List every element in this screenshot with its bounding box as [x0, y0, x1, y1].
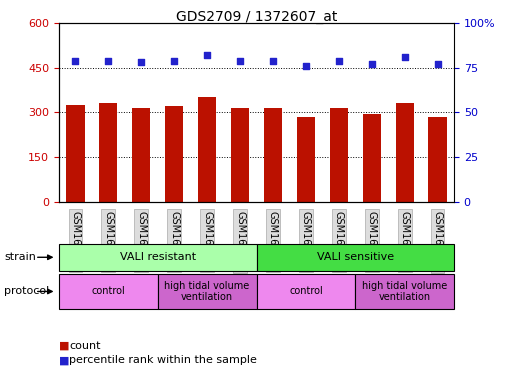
Point: [302, 63, 310, 69]
Point: [368, 61, 376, 67]
Text: ■: ■: [59, 341, 69, 351]
Bar: [66, 105, 85, 202]
Bar: [165, 106, 183, 202]
Text: high tidal volume
ventilation: high tidal volume ventilation: [362, 281, 447, 302]
Text: strain: strain: [4, 252, 36, 262]
Text: VALI sensitive: VALI sensitive: [317, 252, 394, 262]
Bar: [396, 103, 413, 202]
Point: [269, 58, 277, 64]
Point: [433, 61, 442, 67]
Text: control: control: [289, 286, 323, 296]
Point: [401, 54, 409, 60]
Point: [71, 58, 80, 64]
Bar: [297, 118, 315, 202]
Bar: [363, 114, 381, 202]
Bar: [132, 108, 150, 202]
Text: high tidal volume
ventilation: high tidal volume ventilation: [165, 281, 250, 302]
Point: [236, 58, 244, 64]
Bar: [100, 103, 117, 202]
Point: [203, 52, 211, 58]
Point: [334, 58, 343, 64]
Text: VALI resistant: VALI resistant: [120, 252, 196, 262]
Text: count: count: [69, 341, 101, 351]
Bar: [231, 108, 249, 202]
Bar: [198, 98, 216, 202]
Text: percentile rank within the sample: percentile rank within the sample: [69, 355, 257, 365]
Point: [137, 59, 145, 65]
Bar: [330, 108, 348, 202]
Bar: [264, 108, 282, 202]
Text: protocol: protocol: [4, 286, 49, 296]
Text: GDS2709 / 1372607_at: GDS2709 / 1372607_at: [176, 10, 337, 23]
Point: [170, 58, 179, 64]
Text: ■: ■: [59, 355, 69, 365]
Text: control: control: [91, 286, 125, 296]
Bar: [428, 118, 447, 202]
Point: [104, 58, 112, 64]
